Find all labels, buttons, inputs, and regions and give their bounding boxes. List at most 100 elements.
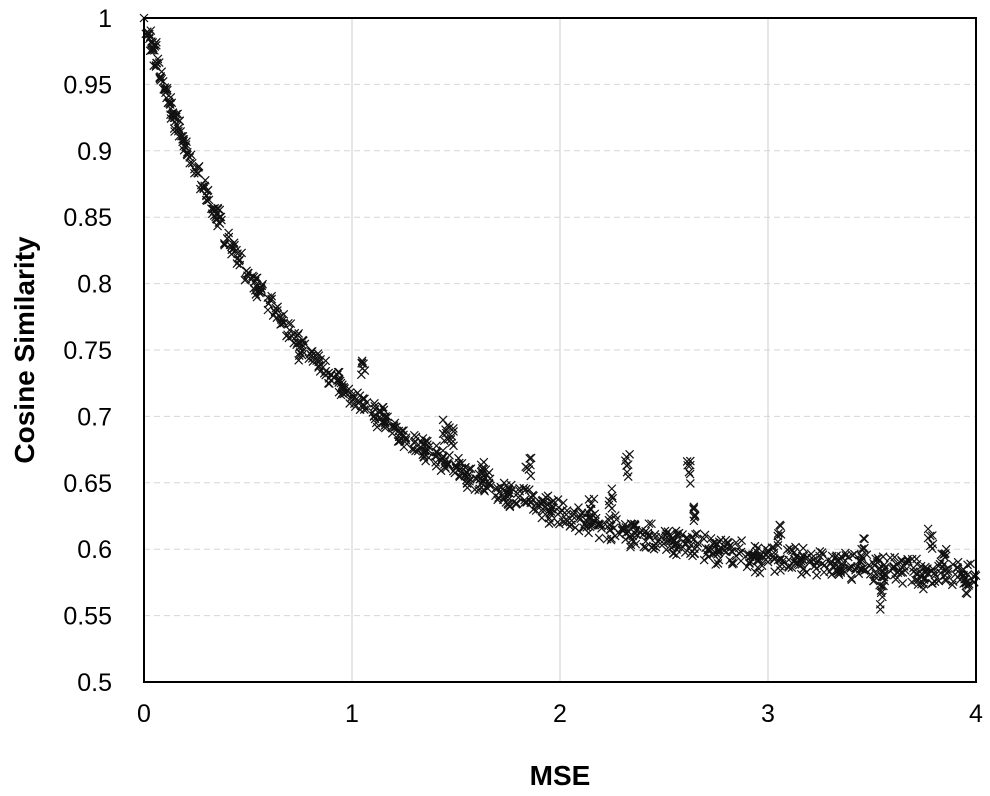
data-point-cluster	[690, 549, 700, 559]
data-point-cluster	[162, 93, 171, 103]
data-point-cluster	[927, 531, 937, 540]
data-point-cluster	[201, 195, 211, 205]
y-tick-label: 0.7	[77, 403, 112, 431]
data-point-cluster	[661, 545, 671, 555]
data-point-cluster	[567, 516, 577, 526]
data-point-cluster	[731, 551, 741, 561]
data-point-cluster	[754, 552, 764, 561]
data-point-cluster	[470, 485, 480, 495]
data-point-cluster	[524, 485, 534, 495]
data-point-cluster	[737, 536, 747, 545]
data-point-cluster	[479, 457, 489, 467]
data-point-cluster	[719, 546, 729, 556]
data-point-cluster	[462, 479, 472, 489]
data-point-cluster	[388, 421, 397, 431]
x-tick-label: 4	[969, 700, 983, 728]
data-point-cluster	[918, 584, 928, 594]
data-point-cluster	[839, 557, 849, 567]
data-point	[963, 570, 973, 579]
data-point-cluster	[211, 212, 221, 222]
data-point-cluster	[847, 575, 857, 585]
data-point-cluster	[856, 551, 866, 560]
data-point-cluster	[438, 446, 448, 455]
data-point-cluster	[631, 539, 641, 549]
data-point-cluster	[335, 376, 345, 386]
data-point-cluster	[294, 329, 304, 338]
data-point-cluster	[876, 588, 886, 598]
data-point-cluster	[604, 500, 614, 510]
data-point-cluster	[553, 495, 563, 504]
data-point-cluster	[700, 530, 710, 540]
data-point-cluster	[258, 279, 268, 289]
y-tick-label: 0.5	[77, 669, 112, 697]
data-point-cluster	[713, 559, 723, 568]
data-point-cluster	[454, 458, 464, 468]
data-point-cluster	[243, 268, 253, 278]
data-point-cluster	[901, 557, 911, 567]
data-point-cluster	[360, 394, 369, 404]
data-point-cluster	[324, 368, 334, 378]
data-point	[526, 496, 536, 506]
data-point-cluster	[928, 564, 938, 574]
data-point-cluster	[798, 543, 808, 553]
data-point-cluster	[685, 456, 695, 466]
data-point-cluster	[229, 238, 239, 248]
data-point-cluster	[930, 570, 940, 580]
data-point-cluster	[870, 572, 880, 582]
data-point-cluster	[833, 562, 843, 572]
data-point-cluster	[151, 37, 161, 47]
data-point-cluster	[157, 67, 167, 77]
data-point-cluster	[215, 212, 225, 222]
data-point-cluster	[220, 239, 230, 249]
data-point-cluster	[526, 498, 536, 508]
data-point-cluster	[636, 528, 646, 538]
data-point	[447, 431, 457, 441]
data-point-cluster	[400, 437, 410, 447]
data-point-cluster	[585, 504, 595, 513]
data-point-cluster	[307, 346, 317, 356]
data-point-cluster	[890, 552, 900, 562]
data-point-cluster	[685, 479, 695, 488]
data-point-cluster	[544, 499, 554, 509]
data-point-cluster	[445, 450, 454, 460]
data-point-cluster	[283, 318, 293, 328]
data-point-cluster	[928, 578, 937, 588]
data-point-cluster	[711, 560, 721, 569]
data-point-cluster	[409, 430, 419, 440]
data-point-cluster	[294, 351, 304, 360]
data-point-cluster	[671, 540, 681, 550]
data-point-cluster	[777, 559, 787, 569]
data-point-cluster	[240, 275, 250, 285]
data-point-cluster	[307, 353, 317, 363]
data-point-cluster	[399, 426, 409, 436]
data-point-cluster	[461, 462, 470, 472]
data-point-cluster	[286, 319, 296, 329]
data-point-cluster	[370, 404, 380, 414]
data-point-cluster	[860, 534, 869, 544]
data-point-cluster	[871, 569, 881, 579]
data-point-cluster	[623, 460, 633, 470]
y-tick-label: 0.55	[63, 603, 112, 631]
data-point-cluster	[607, 484, 617, 494]
data-point-cluster	[966, 559, 975, 569]
data-point-cluster	[742, 562, 752, 572]
data-point-cluster	[350, 402, 360, 412]
data-point-cluster	[443, 460, 453, 470]
data-point-cluster	[169, 110, 179, 120]
data-point-cluster	[622, 452, 631, 462]
data-point-cluster	[227, 242, 237, 252]
data-point-cluster	[753, 563, 763, 572]
data-point-cluster	[528, 490, 537, 500]
data-points	[139, 13, 981, 614]
data-point-cluster	[503, 500, 513, 510]
data-point-cluster	[683, 534, 693, 544]
data-point-cluster	[960, 574, 969, 584]
data-point-cluster	[462, 483, 472, 493]
data-point-cluster	[896, 568, 906, 577]
data-point-cluster	[650, 529, 660, 539]
data-point-cluster	[691, 529, 700, 539]
data-point-cluster	[962, 589, 972, 599]
data-point-cluster	[179, 141, 189, 151]
x-tick-label: 3	[761, 700, 775, 728]
